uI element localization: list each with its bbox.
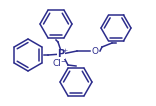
- Text: O: O: [92, 47, 98, 56]
- Text: Cl: Cl: [53, 59, 61, 68]
- Text: −: −: [60, 59, 66, 63]
- Text: +: +: [62, 47, 68, 52]
- Text: P: P: [57, 49, 65, 59]
